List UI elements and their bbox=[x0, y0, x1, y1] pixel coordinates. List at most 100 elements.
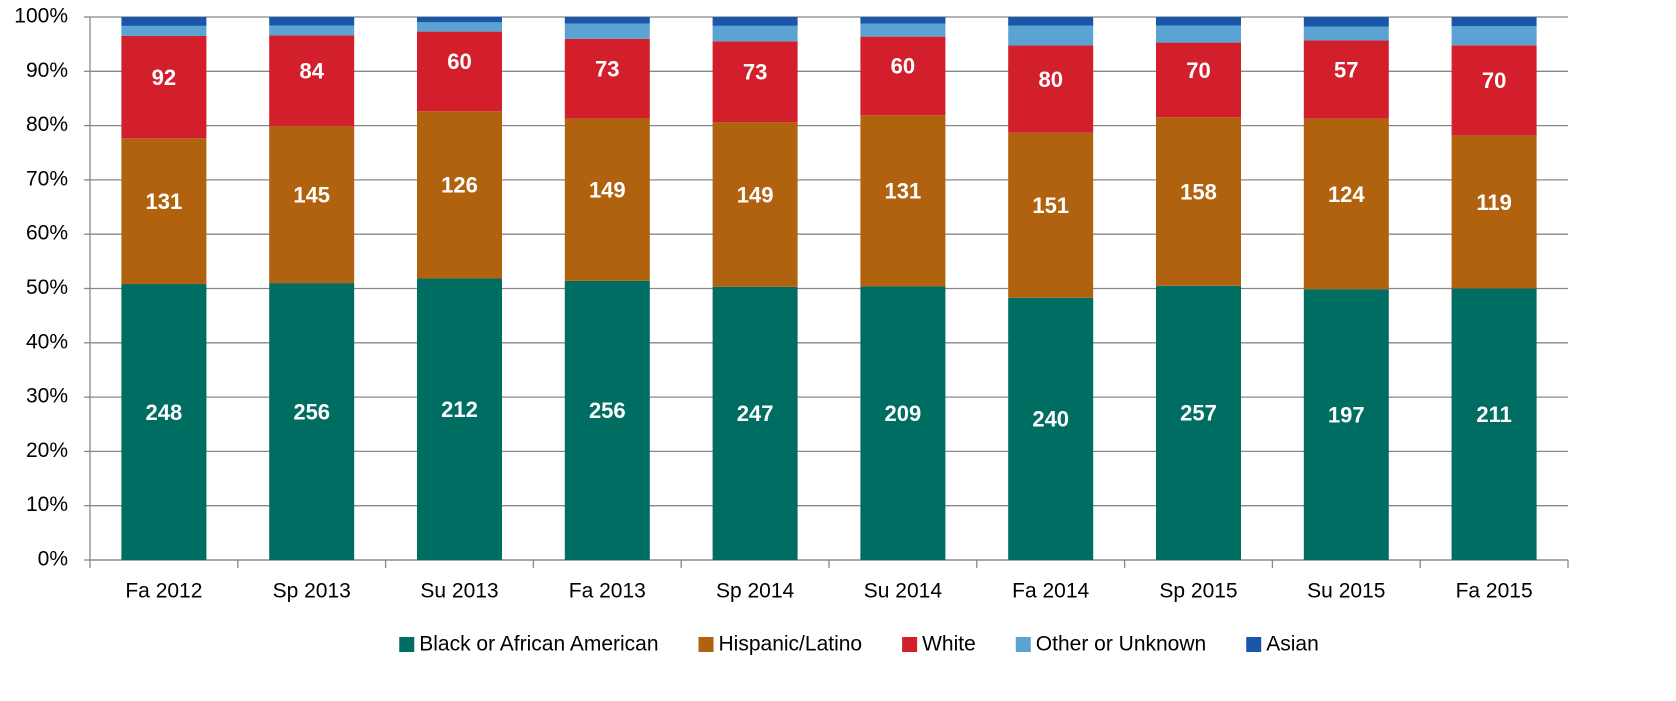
x-tick-label: Su 2015 bbox=[1307, 580, 1385, 603]
bar-segment bbox=[1008, 297, 1094, 560]
x-tick-label: Sp 2015 bbox=[1159, 580, 1237, 603]
legend-label: White bbox=[922, 633, 976, 656]
bar-segment bbox=[712, 122, 798, 287]
data-label: 60 bbox=[447, 49, 471, 74]
y-tick-label: 70% bbox=[26, 167, 68, 190]
data-label: 151 bbox=[1032, 193, 1069, 218]
bar-segment bbox=[1156, 42, 1241, 118]
bar-segment bbox=[1156, 25, 1241, 43]
x-tick-label: Fa 2012 bbox=[125, 580, 202, 603]
bar-segment bbox=[1008, 45, 1094, 133]
legend-swatch bbox=[399, 637, 415, 652]
bar-segment bbox=[1156, 17, 1241, 26]
data-label: 57 bbox=[1334, 57, 1358, 82]
legend-label: Black or African American bbox=[419, 633, 658, 656]
bar-segment bbox=[564, 38, 650, 119]
data-label: 158 bbox=[1180, 179, 1217, 204]
data-label: 119 bbox=[1476, 190, 1512, 215]
y-tick-label: 90% bbox=[26, 59, 68, 82]
data-label: 131 bbox=[146, 189, 183, 214]
bar-segment bbox=[1156, 285, 1241, 560]
y-tick-label: 30% bbox=[26, 385, 68, 408]
legend-swatch bbox=[698, 637, 714, 652]
bar-segment bbox=[269, 25, 355, 36]
legend-swatch bbox=[1246, 637, 1262, 652]
data-label: 92 bbox=[152, 65, 176, 90]
bar-segment bbox=[417, 22, 502, 32]
bar-segment bbox=[269, 17, 355, 26]
data-label: 209 bbox=[885, 401, 922, 426]
bar-segment bbox=[269, 35, 355, 127]
data-label: 257 bbox=[1180, 401, 1217, 426]
bar-segment bbox=[860, 36, 946, 116]
y-tick-label: 50% bbox=[26, 276, 68, 299]
data-label: 149 bbox=[589, 177, 626, 202]
data-label: 197 bbox=[1328, 402, 1365, 427]
data-label: 126 bbox=[441, 173, 478, 198]
x-tick-label: Fa 2015 bbox=[1456, 580, 1533, 603]
legend-label: Asian bbox=[1266, 633, 1319, 656]
data-label: 73 bbox=[743, 60, 767, 85]
bar-segment bbox=[417, 17, 502, 23]
bar-segment bbox=[1451, 288, 1537, 560]
bar-segment bbox=[860, 286, 946, 560]
y-tick-label: 40% bbox=[26, 330, 68, 353]
bar-segment bbox=[121, 35, 207, 139]
bar-segment bbox=[1008, 17, 1094, 26]
data-label: 73 bbox=[595, 56, 619, 81]
data-label: 70 bbox=[1186, 58, 1210, 83]
x-tick-label: Sp 2013 bbox=[273, 580, 351, 603]
bar-segment bbox=[1303, 118, 1389, 290]
bar-segment bbox=[1451, 17, 1537, 27]
data-label: 124 bbox=[1328, 182, 1365, 207]
data-label: 70 bbox=[1482, 68, 1506, 93]
data-label: 131 bbox=[885, 179, 922, 204]
bar-segment bbox=[121, 284, 207, 560]
data-label: 256 bbox=[293, 399, 330, 424]
x-tick-label: Su 2013 bbox=[420, 580, 498, 603]
bar-segment bbox=[1303, 26, 1389, 41]
data-label: 84 bbox=[299, 59, 324, 84]
data-label: 240 bbox=[1032, 407, 1069, 432]
bar-segment bbox=[417, 278, 502, 560]
bar-segment bbox=[1303, 289, 1389, 560]
legend-label: Hispanic/Latino bbox=[719, 633, 863, 656]
bar-segment bbox=[1008, 132, 1094, 298]
data-label: 256 bbox=[589, 398, 626, 423]
x-tick-label: Fa 2013 bbox=[569, 580, 646, 603]
y-tick-label: 20% bbox=[26, 439, 68, 462]
bar-segment bbox=[269, 126, 355, 284]
bar-segment bbox=[1303, 40, 1389, 119]
bar-segment bbox=[1451, 135, 1537, 289]
bar-segment bbox=[121, 25, 207, 36]
x-tick-label: Sp 2014 bbox=[716, 580, 795, 603]
bar-segment bbox=[417, 111, 502, 279]
x-tick-label: Su 2014 bbox=[864, 580, 943, 603]
y-tick-label: 10% bbox=[26, 493, 68, 516]
legend-swatch bbox=[902, 637, 918, 652]
bar-segment bbox=[564, 23, 650, 39]
bar-segment bbox=[1303, 17, 1389, 27]
data-label: 248 bbox=[146, 400, 183, 425]
bar-segment bbox=[564, 280, 650, 560]
bar-segment bbox=[564, 17, 650, 24]
legend-swatch bbox=[1015, 637, 1031, 652]
data-label: 80 bbox=[1038, 67, 1062, 92]
y-tick-label: 100% bbox=[14, 5, 68, 28]
bar-segment bbox=[712, 25, 798, 42]
data-label: 212 bbox=[441, 397, 478, 422]
legend-label: Other or Unknown bbox=[1036, 633, 1206, 656]
bar-segment bbox=[121, 138, 207, 285]
bar-segment bbox=[712, 41, 798, 123]
data-label: 247 bbox=[737, 401, 774, 426]
bar-segment bbox=[860, 17, 946, 24]
data-label: 60 bbox=[891, 54, 915, 79]
data-label: 149 bbox=[737, 182, 774, 207]
bar-segment bbox=[712, 17, 798, 26]
bar-segment bbox=[860, 23, 946, 37]
bar-segment bbox=[417, 31, 502, 112]
data-label: 211 bbox=[1476, 402, 1512, 427]
data-label: 145 bbox=[293, 182, 330, 207]
